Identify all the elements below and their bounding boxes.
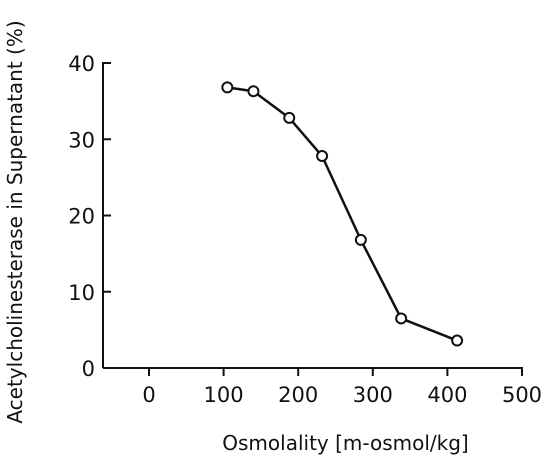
data-point-5 (395, 312, 408, 325)
y-tick-label-40: 40 (68, 52, 95, 76)
data-point-6 (451, 334, 464, 347)
data-point-0 (221, 81, 234, 94)
x-axis-title: Osmolality [m-osmol/kg] (222, 431, 468, 455)
data-point-2 (283, 111, 296, 124)
y-ticks: 0 10 20 30 40 (68, 52, 111, 381)
y-tick-label-30: 30 (68, 128, 95, 152)
x-ticks: 0 100 200 300 400 500 (142, 368, 542, 407)
data-point-4 (354, 233, 367, 246)
x-tick-label-100: 100 (204, 383, 244, 407)
x-tick-label-400: 400 (427, 383, 467, 407)
x-tick-label-500: 500 (502, 383, 542, 407)
data-point-1 (247, 85, 260, 98)
y-tick-label-10: 10 (68, 281, 95, 305)
series-line-0 (227, 86, 458, 342)
y-tick-label-20: 20 (68, 205, 95, 229)
y-tick-label-0: 0 (82, 357, 95, 381)
series-group (221, 81, 464, 347)
x-tick-label-200: 200 (278, 383, 318, 407)
data-point-3 (316, 150, 329, 163)
y-axis-title: Acetylcholinesterase in Supernatant (%) (3, 20, 27, 423)
x-tick-label-300: 300 (353, 383, 393, 407)
x-tick-label-0: 0 (142, 383, 155, 407)
